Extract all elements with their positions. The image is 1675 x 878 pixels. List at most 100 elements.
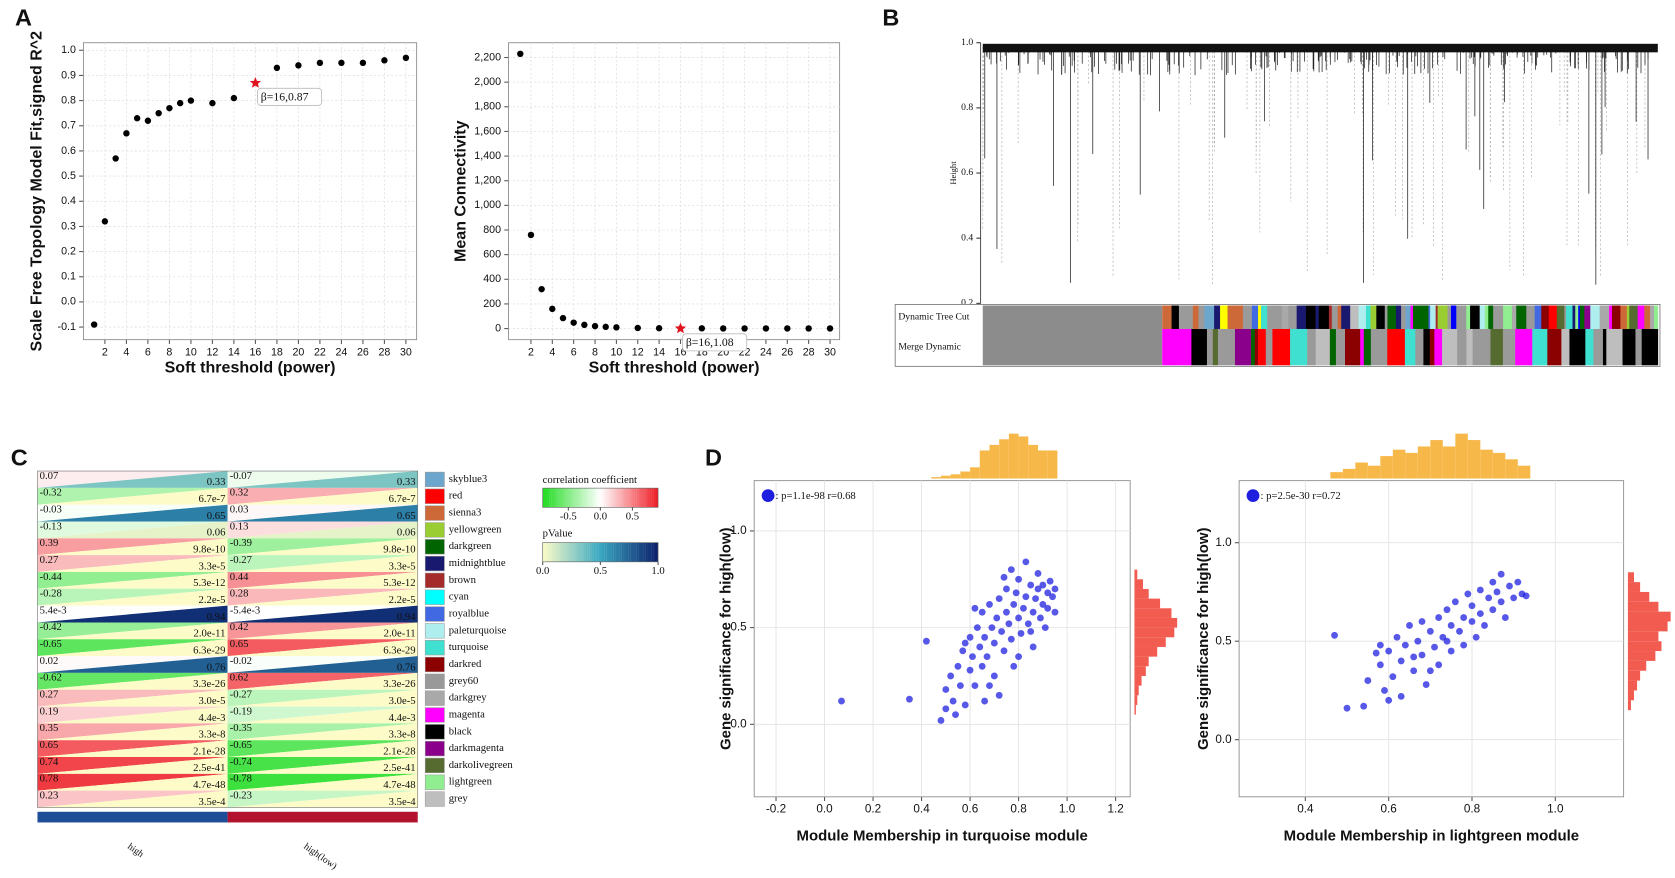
y-axis-label: Height <box>948 161 958 185</box>
point <box>1020 604 1027 612</box>
point <box>1049 593 1056 601</box>
y-tick-label: 1.0 <box>1215 536 1232 549</box>
module-swatch <box>424 690 445 706</box>
point <box>1397 692 1405 700</box>
point <box>995 595 1003 603</box>
colorbar-step <box>611 542 614 562</box>
color-strip <box>1503 305 1513 329</box>
color-strip <box>1234 328 1252 366</box>
point <box>966 666 974 674</box>
colorbar-step <box>596 542 599 562</box>
point <box>90 321 98 328</box>
point <box>1015 614 1023 622</box>
x-histogram-bar <box>931 477 941 479</box>
colorbar-step <box>619 542 622 562</box>
module-swatch <box>424 522 445 538</box>
colorbar-step <box>604 542 607 562</box>
color-strip <box>1447 305 1452 329</box>
point <box>1493 588 1501 596</box>
point <box>1012 589 1020 597</box>
correlation-label: 0.65 <box>230 638 249 650</box>
y-tick-label: 0.3 <box>61 220 76 232</box>
point <box>1364 677 1372 685</box>
pvalue-label: 0.06 <box>207 527 226 539</box>
y-histogram-bar <box>1627 631 1659 642</box>
y-tick-label: 0.5 <box>730 621 747 634</box>
x-histogram-bar <box>1330 472 1343 479</box>
pvalue-label: 0.76 <box>397 661 416 673</box>
pvalue-label: 0.33 <box>397 476 416 488</box>
y-histogram-bar <box>1627 601 1659 612</box>
x-tick-label: 24 <box>335 346 347 358</box>
module-name: skyblue3 <box>449 473 488 485</box>
colorbar-step <box>570 488 573 508</box>
dendrogram-top <box>982 43 1658 53</box>
y-tick-label: 0.9 <box>61 69 76 81</box>
point <box>1034 570 1042 577</box>
colorbar-step <box>551 542 554 562</box>
color-strip <box>982 328 1163 366</box>
point <box>273 64 281 72</box>
point <box>1044 589 1052 597</box>
module-name: cyan <box>449 591 470 603</box>
pvalue-cell <box>37 706 228 724</box>
color-strip <box>1629 305 1638 329</box>
pvalue-label: 4.7e-48 <box>193 779 225 791</box>
color-strip <box>1258 328 1267 366</box>
colorbar-step <box>634 488 637 508</box>
color-strip <box>1242 305 1253 329</box>
colorbar-step <box>643 542 646 562</box>
pvalue-cell <box>227 555 418 572</box>
color-strip <box>1258 305 1262 329</box>
point <box>998 628 1006 635</box>
colorbar-step <box>555 488 558 508</box>
pvalue-label: 3.3e-8 <box>389 729 416 741</box>
point <box>988 624 996 632</box>
colorbar-step <box>561 488 565 508</box>
panel-label: C <box>11 444 28 470</box>
y-histogram-bar <box>1134 646 1158 657</box>
colorbar-step <box>643 488 646 508</box>
annotation-box <box>257 87 323 106</box>
color-strip <box>1279 305 1283 329</box>
x-histogram-bar <box>940 475 951 479</box>
y-tick-label: 0 <box>495 322 501 334</box>
color-strip <box>1490 328 1504 366</box>
color-strip <box>1186 305 1194 329</box>
module-name: lightgreen <box>449 776 493 788</box>
colorbar-step <box>564 488 567 508</box>
colorbar-step <box>645 542 648 562</box>
point <box>1489 578 1497 586</box>
colorbar-step <box>583 488 586 508</box>
point <box>1000 647 1008 655</box>
color-strip <box>1370 328 1388 366</box>
group-bar <box>227 811 418 823</box>
x-axis-label: Soft threshold (power) <box>165 359 336 377</box>
y-histogram-bar <box>1627 670 1641 681</box>
color-strip <box>1635 328 1643 366</box>
x-tick-label: 28 <box>803 346 815 358</box>
pvalue-cell <box>37 571 228 589</box>
colorbar-tick-label: -0.5 <box>560 510 577 522</box>
pvalue-label: 3.3e-26 <box>193 678 226 690</box>
pvalue-label: 2.2e-5 <box>198 594 225 606</box>
color-strip <box>1405 305 1411 329</box>
point <box>981 633 989 641</box>
correlation-label: 0.02 <box>40 655 59 667</box>
colorbar-step <box>640 542 644 562</box>
colorbar-step <box>542 488 545 508</box>
point <box>1331 631 1338 639</box>
color-strip <box>1484 305 1489 329</box>
y-tick-label: 400 <box>483 273 501 285</box>
y-tick-label: 1,400 <box>474 150 501 162</box>
point <box>316 59 324 67</box>
point <box>1460 614 1468 621</box>
x-tick-label: 0.4 <box>913 803 930 816</box>
point <box>1041 624 1049 632</box>
point <box>602 323 609 331</box>
pvalue-cell <box>37 723 228 741</box>
point <box>1015 653 1023 661</box>
point <box>1022 558 1030 566</box>
pvalue-cell <box>37 487 228 505</box>
y-tick-label: 0.4 <box>61 195 76 207</box>
